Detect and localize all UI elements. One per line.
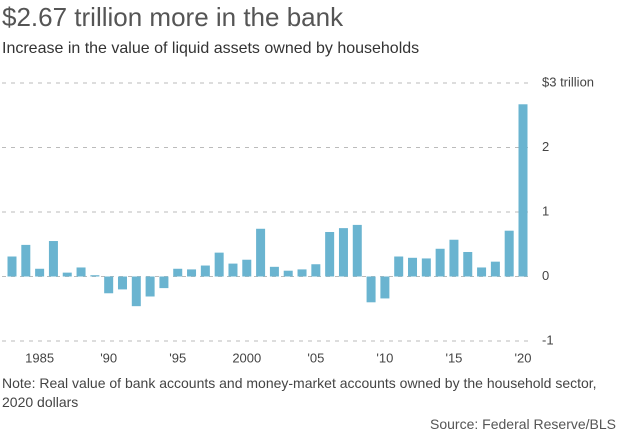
bar xyxy=(131,276,141,307)
chart: -1 0 1 2 $3 trillion 1985 '90 '95 2000 '05 '10 '15 '… xyxy=(2,74,594,365)
bar xyxy=(187,269,197,277)
x-tick-label: 2000 xyxy=(232,350,261,365)
bar xyxy=(21,244,31,277)
bar xyxy=(408,257,418,277)
bar xyxy=(449,239,459,277)
bar xyxy=(145,276,155,297)
y-tick-label: $3 trillion xyxy=(542,74,594,89)
bar xyxy=(504,230,514,277)
bar xyxy=(117,276,127,290)
y-tick-label: -1 xyxy=(542,332,554,347)
bar xyxy=(269,266,279,277)
bar xyxy=(104,276,114,294)
source: Source: Federal Reserve/BLS xyxy=(430,416,616,432)
bar xyxy=(35,268,45,277)
x-tick-label: '15 xyxy=(445,350,462,365)
bar xyxy=(159,276,169,289)
x-tick-label: '20 xyxy=(515,350,532,365)
bar xyxy=(256,228,266,277)
x-tick-label: '95 xyxy=(169,350,186,365)
bar xyxy=(297,269,307,277)
x-tick-label: 1985 xyxy=(25,350,54,365)
bar xyxy=(311,264,321,277)
x-tick-label: '05 xyxy=(307,350,324,365)
bar xyxy=(518,104,528,277)
bar xyxy=(435,248,445,277)
y-tick-label: 0 xyxy=(542,268,549,283)
chart-title: $2.67 trillion more in the bank xyxy=(2,2,344,32)
bar xyxy=(463,251,473,277)
bar xyxy=(421,258,431,277)
bar xyxy=(366,276,376,303)
bar xyxy=(90,275,100,277)
x-tick-label: '10 xyxy=(376,350,393,365)
x-tick-label: '90 xyxy=(100,350,117,365)
bar xyxy=(242,259,252,277)
bar xyxy=(48,241,58,277)
bar xyxy=(76,267,86,277)
bar xyxy=(338,228,348,277)
bar xyxy=(394,256,404,277)
bar xyxy=(228,263,238,277)
bar xyxy=(283,270,293,277)
y-tick-label: 1 xyxy=(542,203,549,218)
bar xyxy=(477,267,487,277)
bar xyxy=(490,261,500,277)
bar xyxy=(7,256,17,277)
bar xyxy=(214,252,224,277)
bar xyxy=(325,231,335,277)
bar xyxy=(62,272,72,277)
chart-subtitle: Increase in the value of liquid assets o… xyxy=(2,40,420,57)
bar xyxy=(380,276,390,299)
bar xyxy=(352,224,362,277)
bar xyxy=(200,265,210,277)
y-tick-label: 2 xyxy=(542,139,549,154)
bar xyxy=(173,268,183,277)
note: Note: Real value of bank accounts and mo… xyxy=(2,375,597,410)
